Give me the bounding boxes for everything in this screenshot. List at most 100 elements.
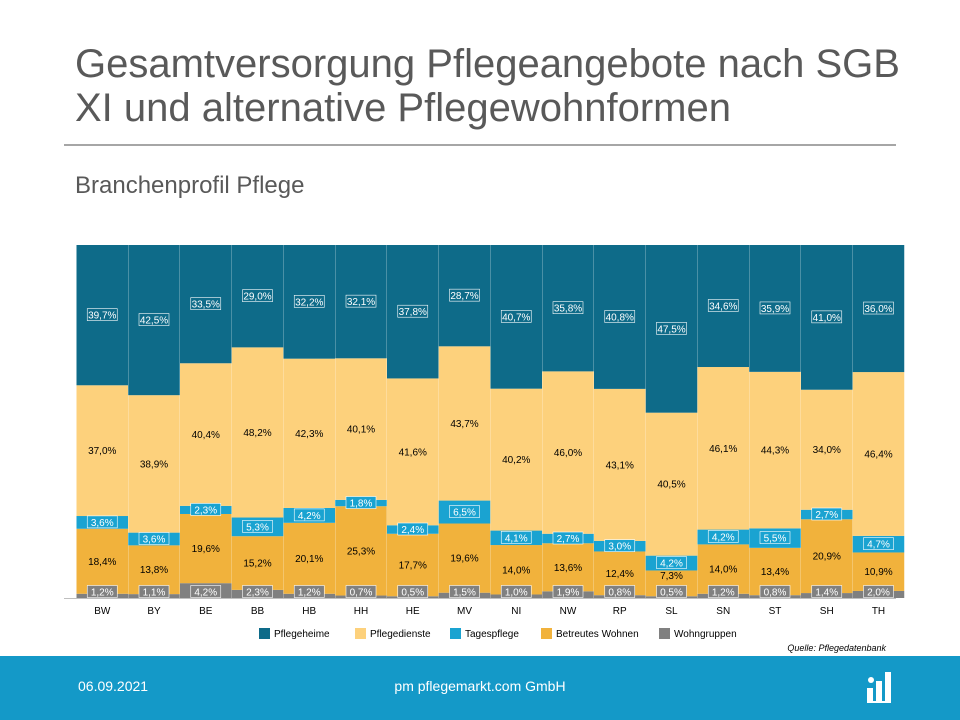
- data-label: 2,0%: [867, 588, 890, 599]
- x-tick-label: BY: [147, 606, 161, 617]
- data-label-box: [604, 310, 636, 323]
- x-tick-label: HE: [406, 606, 420, 617]
- bar-segment-betreutes-wohnen: [76, 528, 128, 594]
- data-label-box: [707, 585, 739, 598]
- legend-swatch-wohngruppen: [659, 628, 670, 639]
- legend-item-pflegedienste: Pflegedienste: [355, 628, 431, 640]
- data-label: 17,7%: [399, 560, 427, 571]
- data-label: 2,7%: [815, 510, 838, 521]
- data-label-box: [397, 304, 429, 318]
- x-tick-label: NW: [560, 606, 577, 617]
- data-label-box: [449, 585, 480, 598]
- footer-bar: 06.09.2021 pm pflegemarkt.com GmbH: [0, 656, 960, 720]
- data-label: 0,5%: [401, 588, 424, 599]
- data-label-box: [656, 322, 687, 335]
- data-label: 5,3%: [246, 522, 269, 533]
- data-label-box: [293, 508, 325, 522]
- data-label: 46,0%: [554, 448, 582, 459]
- data-label-box: [707, 530, 739, 543]
- data-label: 3,6%: [143, 534, 166, 545]
- data-label: 19,6%: [192, 544, 220, 555]
- data-label: 0,8%: [608, 588, 631, 599]
- data-label-box: [242, 520, 273, 533]
- data-label: 4,2%: [660, 559, 683, 570]
- data-label: 46,1%: [709, 444, 737, 455]
- bar-segment-pflegedienste: [283, 358, 335, 508]
- data-label: 1,2%: [91, 588, 114, 599]
- data-label-box: [863, 301, 894, 315]
- data-label-box: [604, 585, 636, 598]
- data-label-box: [449, 288, 480, 302]
- x-tick-label: NI: [511, 606, 521, 617]
- data-label-box: [449, 505, 480, 518]
- footer-date: 06.09.2021: [78, 678, 149, 694]
- data-label: 47,5%: [657, 324, 685, 335]
- x-tick-label: TH: [872, 606, 885, 617]
- data-label: 35,8%: [554, 304, 582, 315]
- bar-segment-pflegedienste: [335, 358, 387, 500]
- data-label: 38,9%: [140, 459, 168, 470]
- data-label: 1,4%: [815, 588, 838, 599]
- data-label: 35,9%: [761, 304, 789, 315]
- data-label: 3,6%: [91, 518, 114, 529]
- data-label: 40,4%: [192, 430, 220, 441]
- bar-segment-pflegedienste: [128, 395, 180, 533]
- data-label-box: [138, 585, 170, 598]
- bar-segment-pflegedienste: [180, 363, 232, 506]
- page-title: Gesamtversorgung Pflegeangebote nach SGB…: [75, 42, 900, 130]
- bar-segment-pflegedienste: [542, 371, 594, 534]
- data-label-box: [863, 585, 894, 598]
- data-label-box: [811, 310, 843, 324]
- x-tick-label: BE: [199, 606, 213, 617]
- data-label: 2,3%: [194, 505, 217, 516]
- data-label: 13,6%: [554, 563, 582, 574]
- legend-label: Pflegeheime: [274, 629, 330, 640]
- legend-label: Betreutes Wohnen: [556, 629, 639, 640]
- data-label-box: [242, 289, 273, 302]
- bar-segment-betreutes-wohnen: [438, 523, 491, 593]
- data-label-box: [397, 522, 429, 536]
- data-label: 13,4%: [761, 567, 789, 578]
- data-label: 37,0%: [88, 446, 116, 457]
- x-tick-label: RP: [613, 606, 627, 617]
- data-label: 15,2%: [243, 559, 271, 570]
- data-label: 32,1%: [347, 297, 375, 308]
- data-label-box: [138, 532, 170, 545]
- data-label: 41,6%: [399, 447, 427, 458]
- x-tick-label: ST: [769, 606, 782, 617]
- data-label: 3,0%: [608, 542, 631, 553]
- data-label: 13,8%: [140, 565, 168, 576]
- data-label: 1,8%: [350, 499, 373, 510]
- data-label: 2,4%: [401, 525, 424, 536]
- data-label: 40,1%: [347, 425, 375, 436]
- bar-segment-betreutes-wohnen: [542, 543, 594, 592]
- data-label: 42,5%: [140, 316, 168, 327]
- data-label: 36,0%: [864, 304, 892, 315]
- data-label: 1,5%: [453, 588, 476, 599]
- data-label: 0,7%: [350, 588, 373, 599]
- legend-label: Pflegedienste: [370, 629, 431, 640]
- data-label: 19,6%: [450, 554, 478, 565]
- data-label: 40,2%: [502, 455, 530, 466]
- data-label: 7,3%: [660, 571, 683, 582]
- data-label: 46,4%: [864, 449, 892, 460]
- legend-item-tagespflege: Tagespflege: [450, 628, 519, 640]
- data-label: 32,2%: [295, 297, 323, 308]
- x-tick-label: SL: [665, 606, 678, 617]
- data-label: 1,2%: [712, 588, 735, 599]
- data-label: 1,2%: [298, 588, 321, 599]
- data-label: 0,8%: [764, 588, 787, 599]
- bar-segment-pflegedienste: [697, 367, 749, 530]
- x-tick-label: SH: [820, 606, 834, 617]
- data-label-box: [863, 537, 894, 550]
- data-label: 12,4%: [606, 569, 634, 580]
- data-label: 34,6%: [709, 302, 737, 313]
- data-label-box: [293, 585, 325, 598]
- legend-item-pflegeheime: Pflegeheime: [259, 628, 330, 640]
- data-label-box: [656, 585, 687, 598]
- data-label: 14,0%: [502, 565, 530, 576]
- data-label-box: [552, 531, 584, 545]
- data-label: 6,5%: [453, 508, 476, 519]
- x-tick-label: BB: [251, 606, 265, 617]
- title-divider: [64, 144, 896, 146]
